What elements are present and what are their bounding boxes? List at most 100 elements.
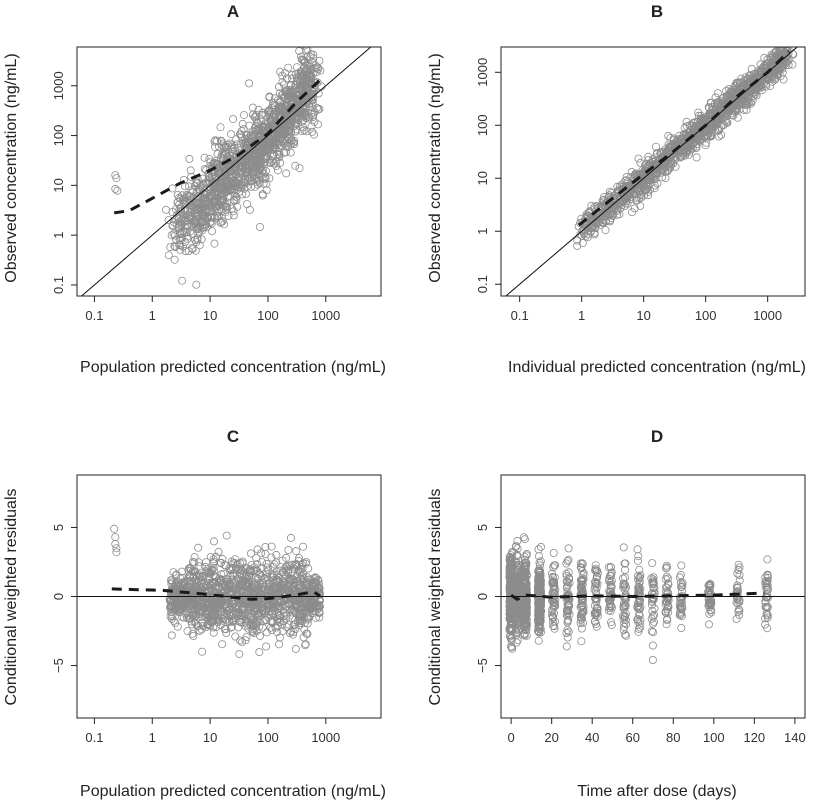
panel-d-point	[735, 576, 744, 585]
panel-c-point	[280, 574, 289, 583]
panel-a-xlabel: Population predicted concentration (ng/m…	[80, 359, 386, 376]
panel-c-point	[301, 640, 310, 649]
panel-a-point	[315, 56, 324, 65]
panel-b-point	[613, 210, 622, 219]
panel-d-point	[607, 618, 616, 627]
panel-c-point	[238, 557, 247, 566]
panel-a-point	[301, 66, 310, 75]
panel-b-point	[725, 105, 734, 114]
panel-a-point	[176, 218, 185, 227]
panel-b-point	[775, 49, 784, 58]
panel-c-outlier-point	[111, 533, 120, 542]
panel-a-point	[240, 184, 249, 193]
panel-b-point	[622, 189, 631, 198]
panel-b-point	[724, 99, 733, 108]
panel-c-y-tick-label: −5	[51, 658, 66, 673]
panel-d-points	[501, 533, 805, 665]
panel-d-point	[635, 579, 644, 588]
panel-a-point	[192, 212, 201, 221]
panel-b-point	[740, 79, 749, 88]
panel-b-point	[675, 131, 684, 140]
panel-a-point	[295, 164, 304, 173]
panel-c-point	[293, 572, 302, 581]
panel-c-point	[282, 563, 291, 572]
panel-c-point	[257, 549, 266, 558]
panel-a-point	[280, 69, 289, 78]
panel-d-point	[562, 572, 571, 581]
panel-b-point	[684, 142, 693, 151]
panel-a-point	[235, 174, 244, 183]
panel-b-point	[577, 231, 586, 240]
panel-c-point	[231, 555, 240, 564]
panel-a-point	[280, 128, 289, 137]
panel-c-point	[167, 602, 176, 611]
panel-b-x-tick-label: 10	[636, 308, 650, 323]
panel-a-point	[195, 241, 204, 250]
panel-b-point	[680, 123, 689, 132]
panel-c-point	[245, 572, 254, 581]
panel-b-y-tick-label: 0.1	[475, 275, 490, 293]
panel-a-point	[229, 195, 238, 204]
panel-c-point	[214, 618, 223, 627]
panel-a-point	[227, 171, 236, 180]
panel-a-point	[196, 180, 205, 189]
panel-a-point	[242, 130, 251, 139]
panel-c-plot: 0.1 1 10 100 1000−505	[51, 474, 382, 745]
panel-c-point	[183, 627, 192, 636]
panel-c-point	[261, 616, 270, 625]
panel-a-point	[233, 182, 242, 191]
panel-a-point	[239, 159, 248, 168]
panel-a-point	[205, 206, 214, 215]
panel-a-point	[250, 152, 259, 161]
panel-a-point	[254, 124, 263, 133]
panel-b-point	[689, 118, 698, 127]
panel-c-point	[291, 561, 300, 570]
panel-c-point	[195, 572, 204, 581]
panel-a-point	[284, 63, 293, 72]
panel-c-point	[224, 607, 233, 616]
panel-c-point	[190, 553, 199, 562]
panel-c-point	[301, 579, 310, 588]
panel-a-point	[229, 211, 238, 220]
panel-a-point	[244, 175, 253, 184]
panel-a-point	[282, 169, 291, 178]
panel-b-point	[681, 147, 690, 156]
panel-d-point	[562, 642, 571, 651]
panel-b-point	[692, 142, 701, 151]
panel-a-y-tick-label: 1	[51, 232, 66, 239]
panel-c-point	[260, 574, 269, 583]
panel-a-point	[182, 193, 191, 202]
panel-a-point	[296, 70, 305, 79]
panel-a-point	[300, 47, 309, 50]
panel-b-point	[742, 105, 751, 114]
panel-b-point	[780, 60, 789, 69]
panel-a-point	[192, 199, 201, 208]
panel-b-point	[650, 184, 659, 193]
panel-c-point	[259, 617, 268, 626]
panel-c-point	[259, 608, 268, 617]
panel-b-point	[713, 89, 722, 98]
panel-a-point	[304, 36, 311, 43]
panel-a-point	[274, 82, 283, 91]
panel-b-x-tick-label: 0.1	[511, 308, 529, 323]
panel-b-point	[714, 126, 723, 135]
panel-a-point	[236, 167, 245, 176]
panel-a-point	[278, 71, 287, 80]
panel-c-point	[306, 603, 315, 612]
panel-a-point	[296, 107, 305, 116]
panel-a-x-tick-label: 10	[203, 308, 217, 323]
panel-c-outlier-point	[111, 540, 120, 549]
panel-a-point	[233, 140, 242, 149]
panel-c-point	[176, 574, 185, 583]
panel-a-point	[218, 141, 227, 150]
panel-c-point	[211, 604, 220, 613]
panel-a-point	[166, 243, 175, 252]
panel-a-point	[290, 120, 299, 129]
panel-c-point	[242, 633, 251, 642]
panel-c-point	[282, 553, 291, 562]
panel-a-point	[208, 178, 217, 187]
panel-a-point	[223, 140, 232, 149]
panel-d-point	[732, 583, 741, 592]
panel-c-point	[209, 537, 218, 546]
panel-b-point	[579, 225, 588, 234]
